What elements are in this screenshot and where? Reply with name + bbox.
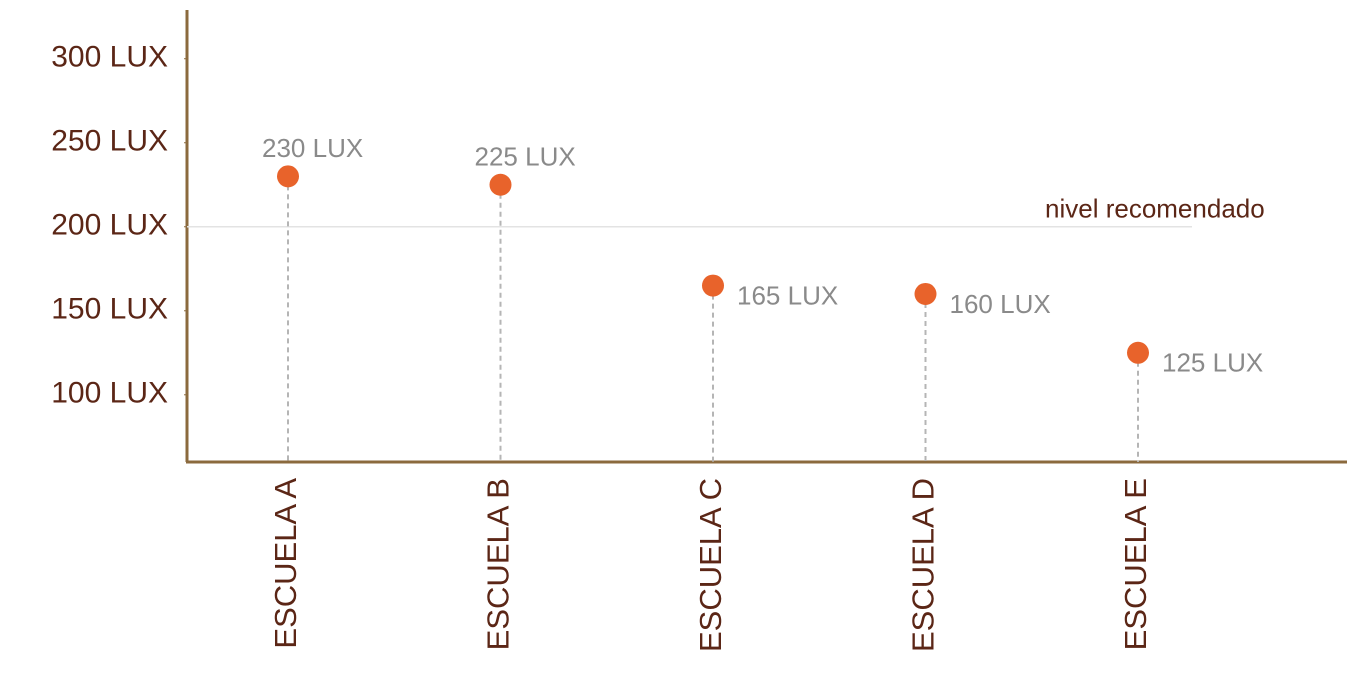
x-tick-label: ESCUELA C — [693, 478, 728, 652]
value-label: 125 LUX — [1162, 348, 1263, 378]
x-tick-label: ESCUELA D — [906, 478, 941, 652]
value-label: 225 LUX — [475, 142, 576, 172]
y-tick-label: 150 LUX — [51, 293, 168, 326]
x-tick-label: ESCUELA B — [481, 478, 516, 650]
y-tick-label: 200 LUX — [51, 209, 168, 242]
value-label: 230 LUX — [262, 133, 363, 163]
dot — [1127, 341, 1149, 364]
dot — [914, 282, 937, 305]
y-tick-label: 250 LUX — [51, 125, 168, 158]
value-label: 165 LUX — [737, 280, 838, 310]
dot — [489, 173, 512, 196]
x-tick-label: ESCUELA A — [268, 478, 303, 649]
dot — [702, 274, 724, 297]
dot — [277, 165, 299, 188]
y-tick-label: 100 LUX — [51, 377, 168, 410]
value-label: 160 LUX — [950, 289, 1051, 319]
y-tick-label: 300 LUX — [51, 41, 168, 74]
reference-label: nivel recomendado — [1045, 194, 1265, 224]
x-tick-label: ESCUELA E — [1118, 478, 1153, 650]
